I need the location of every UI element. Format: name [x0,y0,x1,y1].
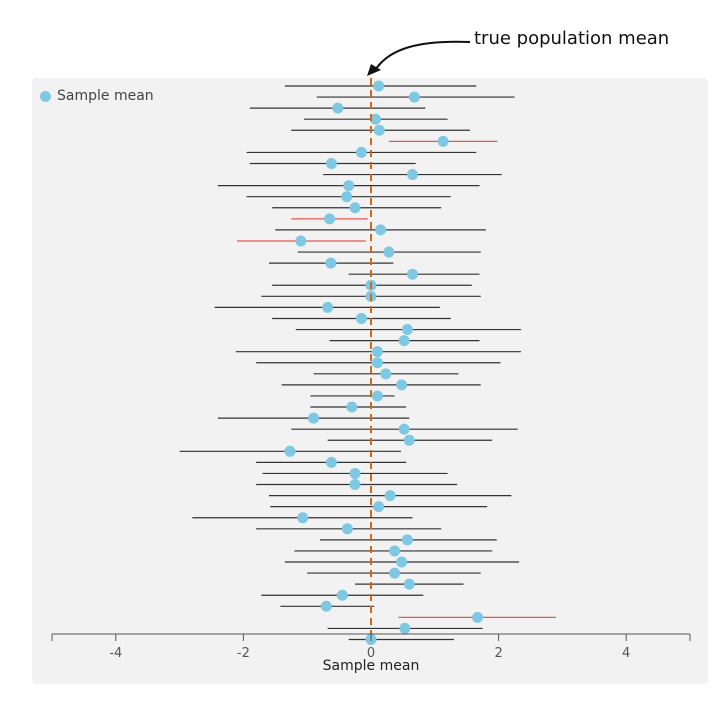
legend-label: Sample mean [57,88,154,104]
sample-mean-point [341,191,353,203]
sample-mean-point [320,600,332,612]
sample-mean-point [322,301,334,313]
sample-mean-point [406,268,418,280]
x-tick-label: 2 [494,646,502,661]
sample-mean-point [371,346,383,358]
sample-mean-point [472,611,484,623]
sample-mean-point [371,357,383,369]
legend-swatch [40,90,51,102]
sample-mean-point [437,135,449,147]
x-tick-label: 4 [622,646,630,661]
sample-mean-point [371,390,383,402]
sample-mean-point [325,257,337,269]
sample-mean-point [396,379,408,391]
sample-mean-point [325,456,337,468]
sample-mean-point [341,523,353,535]
sample-mean-point [284,445,296,457]
sample-mean-point [349,202,361,214]
sample-mean-point [324,213,336,225]
true-mean-annotation: true population mean [474,28,670,49]
sample-mean-point [336,589,348,601]
sample-mean-point [383,246,395,258]
sample-mean-point [355,312,367,324]
sample-mean-point [375,224,387,236]
sample-mean-point [406,169,418,181]
legend: Sample mean [40,88,154,104]
sample-mean-point [403,434,415,446]
sample-mean-point [401,324,413,336]
sample-mean-point [373,124,385,136]
sample-mean-point [403,578,415,590]
x-axis-title: Sample mean [323,658,420,674]
x-axis: -4 -2 0 2 4 [51,633,691,661]
points-layer [284,80,484,645]
annotation-arrow-icon [367,40,471,76]
sample-mean-point [295,235,307,247]
sample-mean-point [389,545,401,557]
intervals-layer [179,85,557,641]
sample-mean-point [369,113,381,125]
sample-mean-point [349,467,361,479]
sample-mean-point [380,368,392,380]
sample-mean-point [389,567,401,579]
sample-mean-point [396,556,408,568]
sample-mean-point [355,146,367,158]
sample-mean-point [398,423,410,435]
sample-mean-point [297,512,309,524]
sample-mean-point [408,91,420,103]
x-tick-label: 0 [367,646,375,661]
sample-mean-point [399,622,411,634]
sample-mean-point [373,501,385,513]
sample-mean-point [349,479,361,491]
sample-mean-point [332,102,344,114]
sample-mean-point [373,80,385,92]
sample-mean-point [346,401,358,413]
x-tick-label: -4 [109,646,122,661]
sample-mean-point [384,490,396,502]
x-tick-label: -2 [237,646,250,661]
sample-mean-point [343,180,355,192]
sample-mean-point [398,335,410,347]
sample-mean-point [325,157,337,169]
sample-mean-point [308,412,320,424]
sample-mean-point [401,534,413,546]
